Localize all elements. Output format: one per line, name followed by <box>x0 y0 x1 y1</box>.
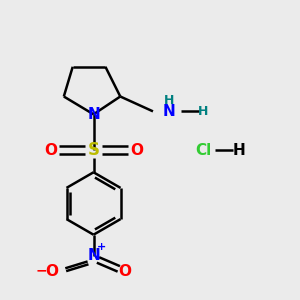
Text: S: S <box>88 141 100 159</box>
Text: N: N <box>87 248 100 263</box>
Text: H: H <box>233 142 245 158</box>
Text: Cl: Cl <box>195 142 212 158</box>
Text: N: N <box>163 104 176 119</box>
Text: O: O <box>118 264 131 279</box>
Text: O: O <box>45 264 58 279</box>
Text: O: O <box>130 142 143 158</box>
Text: N: N <box>87 107 100 122</box>
Text: O: O <box>44 142 57 158</box>
Text: −: − <box>36 263 47 278</box>
Text: H: H <box>164 94 175 107</box>
Text: H: H <box>198 105 209 118</box>
Text: +: + <box>97 242 106 252</box>
